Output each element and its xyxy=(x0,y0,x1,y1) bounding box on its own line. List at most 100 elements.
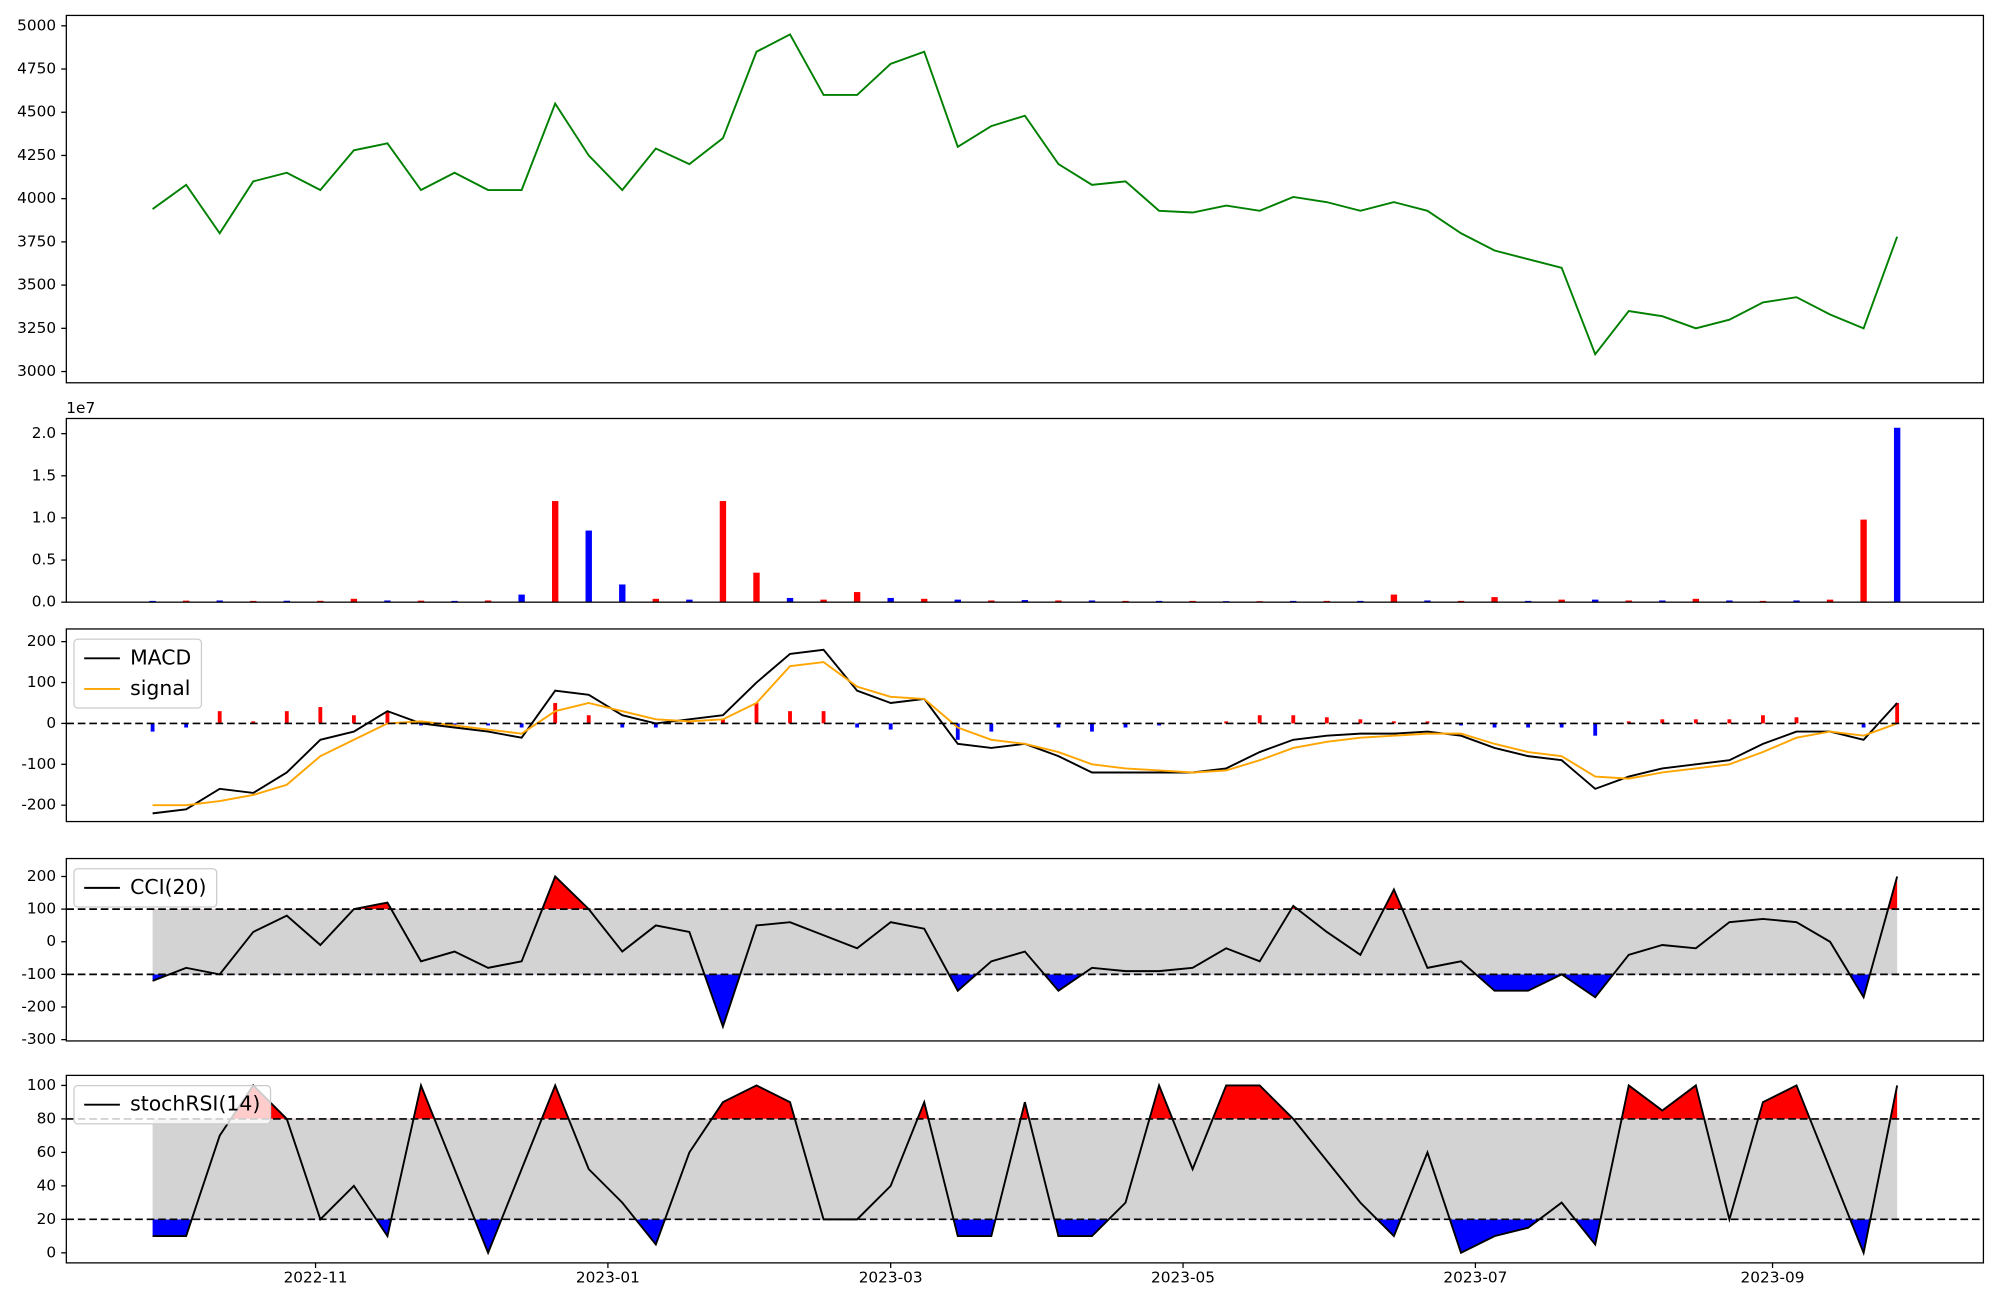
volume-bar xyxy=(652,598,660,603)
histogram-bar xyxy=(1526,723,1531,728)
histogram-bar xyxy=(419,723,423,726)
x-tick-label: 2023-03 xyxy=(859,1269,923,1287)
volume-bar xyxy=(853,592,861,603)
histogram-bar xyxy=(217,711,222,724)
histogram-bar xyxy=(1492,723,1497,728)
volume-bar xyxy=(619,584,626,603)
volume-bar xyxy=(1893,427,1901,603)
histogram-bar xyxy=(251,721,256,724)
volume-bar xyxy=(887,597,894,603)
histogram-bar xyxy=(1391,721,1396,724)
volume-bar xyxy=(317,600,324,603)
volume-bar xyxy=(719,501,727,603)
series-line xyxy=(152,1082,1899,1257)
histogram-bar xyxy=(184,723,189,728)
histogram-bar xyxy=(754,702,759,724)
series-line xyxy=(152,661,1898,807)
histogram-bar xyxy=(1257,715,1262,724)
volume-bar xyxy=(585,530,592,603)
histogram-bar xyxy=(1693,719,1698,724)
histogram-bar xyxy=(519,723,524,728)
volume-bar xyxy=(1088,600,1096,603)
plot-area xyxy=(152,874,1899,1030)
volume-bar xyxy=(1390,594,1398,603)
axes-frame xyxy=(65,417,1985,603)
volume-bar xyxy=(384,600,391,603)
x-tick-label: 2023-05 xyxy=(1151,1269,1215,1287)
x-tick-label: 2023-01 xyxy=(576,1269,640,1287)
volume-bar xyxy=(1055,600,1062,603)
histogram-bar xyxy=(1157,723,1161,726)
volume-bar xyxy=(551,501,559,603)
histogram-bar xyxy=(1224,721,1229,724)
band xyxy=(152,1118,1898,1220)
y-tick-label: 0.0 xyxy=(32,593,56,611)
y-tick-label: 0 xyxy=(46,714,56,732)
histogram-bar xyxy=(888,723,893,730)
histogram-bar xyxy=(1056,723,1061,728)
histogram-bar xyxy=(1324,717,1329,724)
histogram-bar xyxy=(586,715,591,724)
y-tick-label: 0 xyxy=(46,1243,56,1261)
volume-bar xyxy=(1625,600,1632,603)
volume-bar xyxy=(954,599,961,603)
histogram-bar xyxy=(955,723,960,740)
axes-frame xyxy=(65,857,1985,1042)
histogram-bar xyxy=(1895,702,1900,724)
y-tick-label: 1.0 xyxy=(32,508,56,526)
y-tick-label: 60 xyxy=(37,1143,56,1161)
histogram-bar xyxy=(855,723,860,728)
histogram-bar xyxy=(1358,719,1363,724)
band xyxy=(152,909,1898,975)
plot-area xyxy=(149,427,1901,603)
volume-bar xyxy=(1021,600,1029,603)
volume-bar xyxy=(417,600,425,603)
volume-bar xyxy=(1491,597,1498,603)
y-tick-label: -300 xyxy=(21,1030,56,1048)
volume-bar xyxy=(1793,600,1800,603)
legend-box xyxy=(73,868,218,908)
histogram-bar xyxy=(721,719,725,724)
y-tick-label: 200 xyxy=(27,867,56,885)
legend-label: signal xyxy=(130,676,190,700)
series-line xyxy=(152,648,1898,815)
volume-bar xyxy=(786,597,794,603)
y-tick-label: 20 xyxy=(37,1210,56,1228)
volume-bar xyxy=(921,598,928,603)
volume-bar xyxy=(283,600,290,603)
y-tick-label: 100 xyxy=(27,900,56,918)
y-tick-label: 100 xyxy=(27,1076,56,1094)
volume-bar xyxy=(1726,600,1733,603)
histogram-bar xyxy=(653,723,658,728)
histogram-bar xyxy=(452,723,457,726)
volume-bar xyxy=(1860,519,1867,603)
y-tick-label: 3000 xyxy=(17,362,56,380)
x-tick-label: 2023-07 xyxy=(1443,1269,1507,1287)
volume-bar xyxy=(182,600,190,603)
histogram-bar xyxy=(1861,723,1866,728)
histogram-bar xyxy=(821,711,826,724)
histogram-bar xyxy=(1761,715,1765,724)
volume-bar xyxy=(1592,599,1599,603)
y-tick-label: -200 xyxy=(21,796,56,814)
legend: CCI(20) xyxy=(73,868,218,908)
histogram-bar xyxy=(687,721,692,724)
axes-frame xyxy=(65,628,1985,823)
y-tick-label: 4000 xyxy=(17,189,56,207)
volume-bar xyxy=(1558,599,1565,603)
volume-bar xyxy=(518,594,525,603)
legend: stochRSI(14) xyxy=(73,1084,272,1125)
plot-area xyxy=(152,33,1899,357)
axes-frame xyxy=(65,14,1985,384)
histogram-bar xyxy=(1090,723,1094,732)
y-tick-label: -100 xyxy=(21,755,56,773)
histogram-bar xyxy=(1593,723,1598,736)
histogram-bar xyxy=(1794,717,1799,724)
volume-bar xyxy=(484,600,492,603)
y-tick-label: 3750 xyxy=(17,232,56,250)
y-tick-label: 0.5 xyxy=(32,551,56,569)
oversold-fill xyxy=(152,1219,1898,1253)
volume-bar xyxy=(350,598,358,603)
histogram-bar xyxy=(486,723,490,726)
